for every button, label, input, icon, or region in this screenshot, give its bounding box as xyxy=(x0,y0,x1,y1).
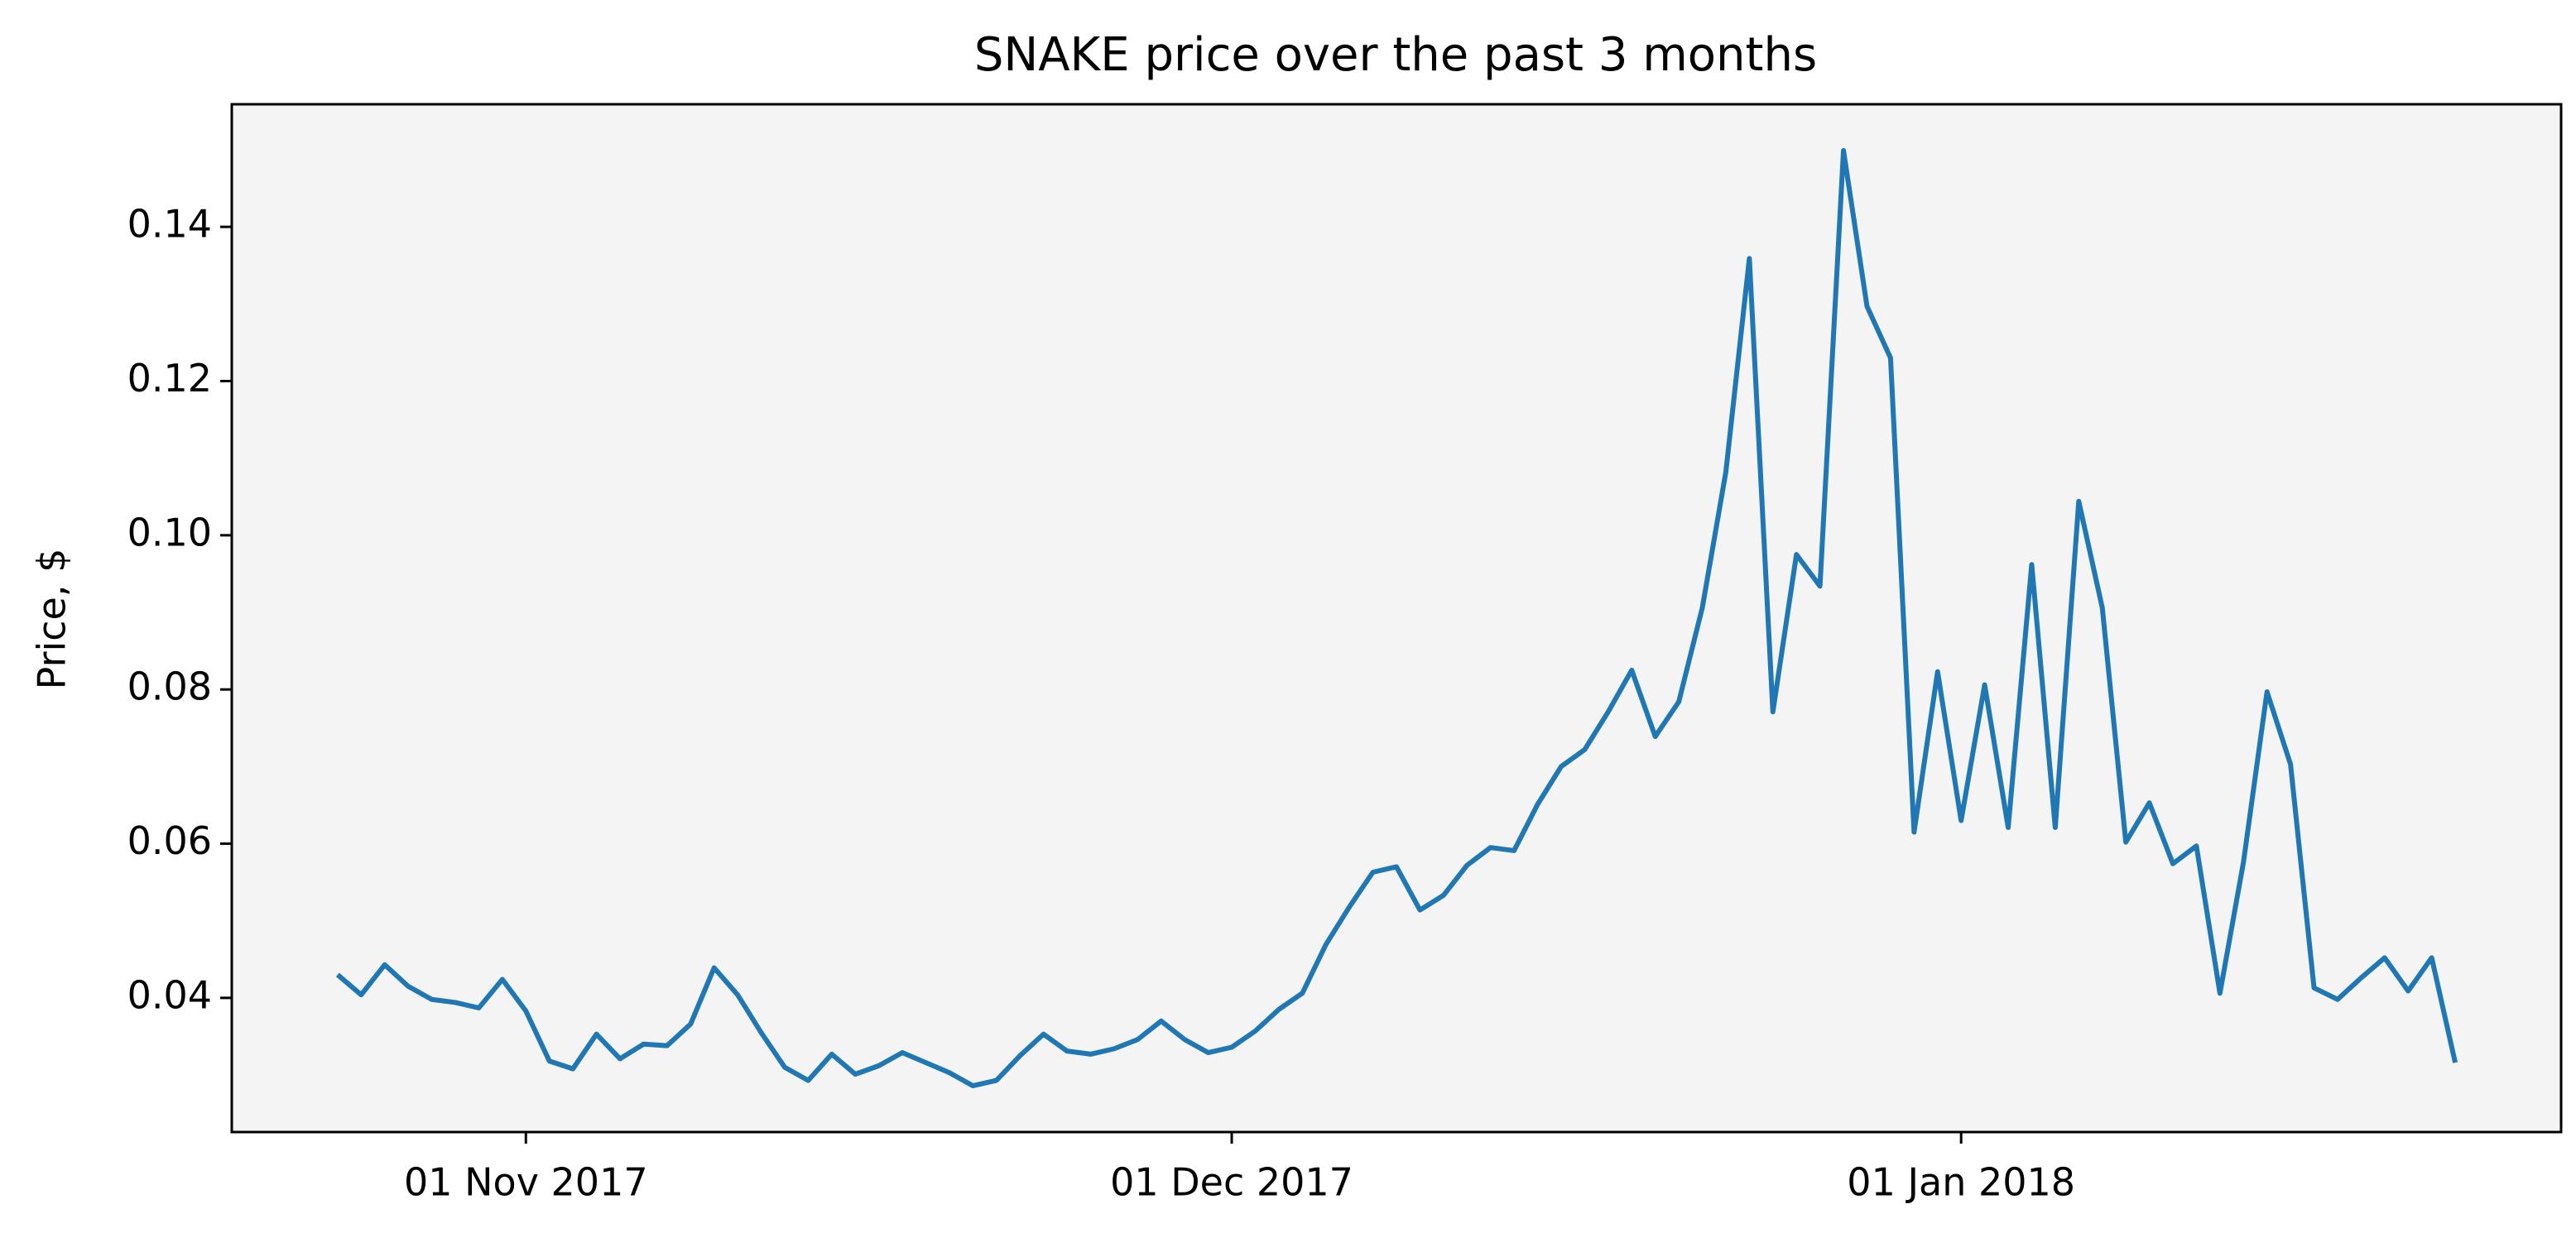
y-tick-label: 0.04 xyxy=(127,972,212,1017)
x-tick-label: 01 Nov 2017 xyxy=(404,1160,648,1205)
y-tick-label: 0.12 xyxy=(127,356,212,401)
price-line xyxy=(335,147,2458,1089)
y-tick-label: 0.08 xyxy=(127,664,212,709)
y-tick-label: 0.10 xyxy=(127,510,212,554)
chart-title: SNAKE price over the past 3 months xyxy=(974,28,1817,82)
x-tick-label: 01 Jan 2018 xyxy=(1847,1160,2075,1205)
y-axis-label: Price, $ xyxy=(30,549,74,690)
plot-background xyxy=(232,104,2561,1132)
y-tick-label: 0.14 xyxy=(127,202,212,247)
x-tick-label: 01 Dec 2017 xyxy=(1110,1160,1353,1205)
plot-frame xyxy=(230,103,2563,1134)
y-tick-label: 0.06 xyxy=(127,818,212,863)
